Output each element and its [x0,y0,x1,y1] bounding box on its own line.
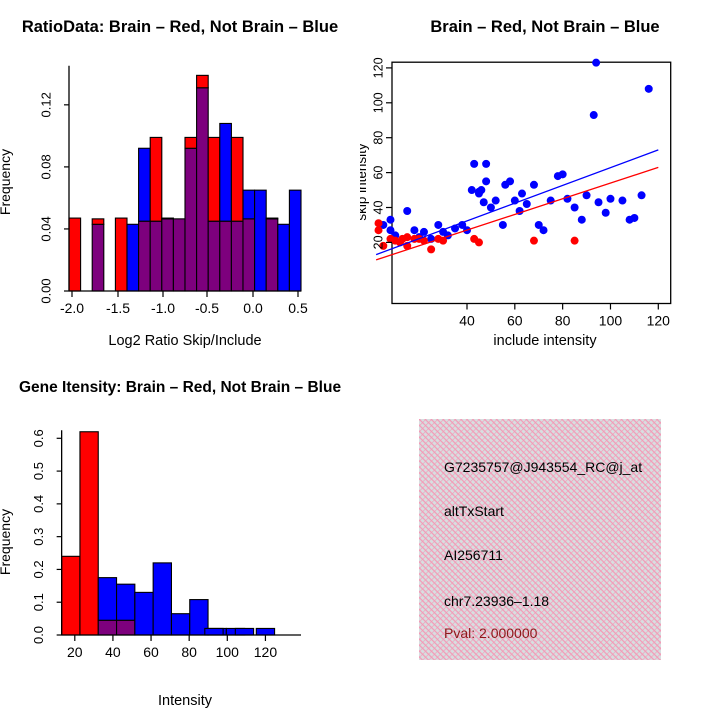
svg-text:40: 40 [105,644,121,660]
svg-text:0.6: 0.6 [31,429,46,447]
svg-text:0.00: 0.00 [38,278,53,303]
svg-text:20: 20 [67,644,83,660]
svg-text:AI256711: AI256711 [444,547,503,563]
svg-text:0.4: 0.4 [31,495,46,513]
svg-text:0.0: 0.0 [243,300,263,316]
svg-text:Gene Itensity: Brain – Red, No: Gene Itensity: Brain – Red, Not Brain – … [19,379,342,396]
svg-text:0.3: 0.3 [31,528,46,546]
svg-text:Intensity: Intensity [158,693,213,709]
svg-text:120: 120 [371,57,385,78]
svg-text:20: 20 [371,235,385,249]
svg-text:0.5: 0.5 [288,300,308,316]
svg-text:-1.0: -1.0 [151,300,175,316]
svg-text:80: 80 [555,313,571,329]
svg-text:60: 60 [371,166,385,180]
svg-text:100: 100 [371,92,385,113]
svg-text:40: 40 [459,313,475,329]
svg-text:0.08: 0.08 [38,154,53,179]
svg-text:60: 60 [143,644,159,660]
svg-text:0.04: 0.04 [38,216,53,241]
svg-text:-0.5: -0.5 [195,300,219,316]
svg-text:Frequency: Frequency [0,149,13,215]
svg-text:0.5: 0.5 [31,462,46,480]
svg-text:80: 80 [181,644,197,660]
svg-text:Frequency: Frequency [0,509,13,575]
svg-text:0.1: 0.1 [31,593,46,611]
svg-text:120: 120 [254,644,278,660]
svg-text:Pval: 2.000000: Pval: 2.000000 [444,625,538,641]
svg-text:80: 80 [371,131,385,145]
svg-text:40: 40 [371,201,385,215]
svg-text:skip intensity: skip intensity [360,143,369,221]
svg-text:Log2 Ratio Skip/Include: Log2 Ratio Skip/Include [108,333,261,349]
svg-text:chr7.23936–1.18: chr7.23936–1.18 [444,593,549,609]
svg-text:G7235757@J943554_RC@j_at: G7235757@J943554_RC@j_at [444,459,642,475]
svg-text:altTxStart: altTxStart [444,503,504,519]
svg-text:0.2: 0.2 [31,560,46,578]
svg-text:RatioData: Brain – Red, Not Br: RatioData: Brain – Red, Not Brain – Blue [22,18,338,36]
svg-text:100: 100 [216,644,240,660]
svg-text:include intensity: include intensity [493,333,597,349]
svg-text:100: 100 [599,313,623,329]
svg-text:60: 60 [507,313,523,329]
svg-text:-2.0: -2.0 [60,300,84,316]
svg-text:0.12: 0.12 [38,92,53,117]
svg-text:Brain – Red, Not Brain – Blue: Brain – Red, Not Brain – Blue [430,18,659,36]
svg-text:0.0: 0.0 [31,626,46,644]
svg-text:-1.5: -1.5 [106,300,130,316]
svg-text:120: 120 [647,313,671,329]
